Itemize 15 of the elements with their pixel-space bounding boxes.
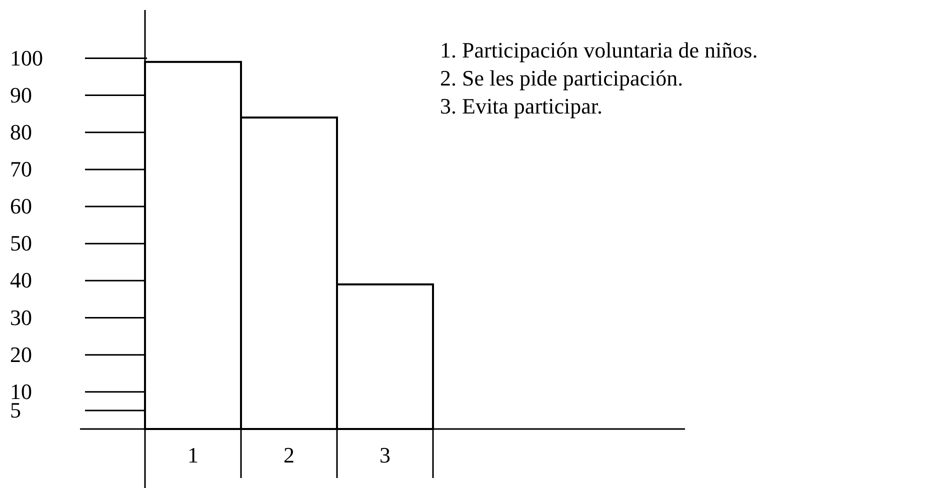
x-tick-label: 2 [284,442,294,468]
y-tick-label: 100 [10,45,43,70]
text: 1. Participación voluntaria de niños. [440,38,758,63]
y-tick-label: 80 [10,119,32,144]
y-tick-label: 70 [10,156,32,182]
text: 3. Evita participar. [440,94,602,119]
y-tick-label: 20 [10,342,32,367]
y-tick-label: 30 [10,304,32,330]
y-tick-label: 90 [10,82,32,108]
text: 2. Se les pide participación. [440,66,684,91]
y-tick-label: 60 [10,194,32,219]
y-tick-label: 50 [10,230,32,256]
y-tick-label: 40 [10,268,32,293]
x-tick-label: 3 [380,442,390,468]
x-tick-label: 1 [188,442,198,468]
